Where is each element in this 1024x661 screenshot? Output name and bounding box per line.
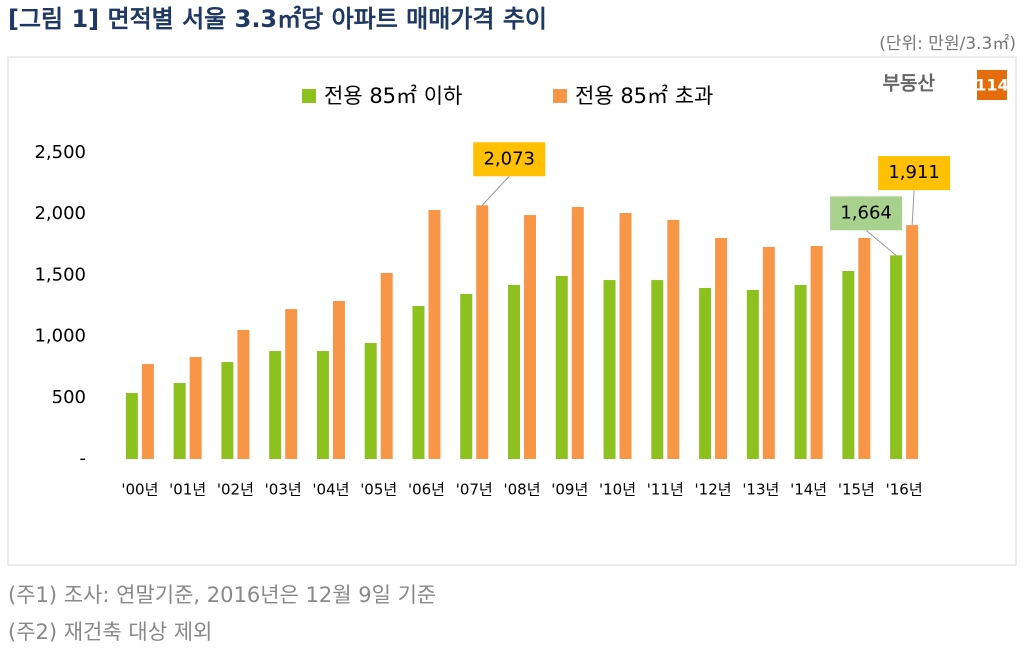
bar xyxy=(858,237,871,459)
bar xyxy=(332,300,345,459)
legend-label: 전용 85㎡ 초과 xyxy=(575,84,713,108)
value-label: 1,664 xyxy=(840,202,892,223)
chart-title: [그림 1] 면적별 서울 3.3㎡당 아파트 매매가격 추이 xyxy=(8,5,547,33)
legend-swatch xyxy=(302,89,316,103)
bar xyxy=(125,393,138,459)
bar xyxy=(651,280,664,459)
bar xyxy=(316,351,329,459)
footnote: (주2) 재건축 대상 제외 xyxy=(8,620,212,644)
x-tick-label: '07년 xyxy=(456,481,493,499)
legend-swatch xyxy=(553,89,567,103)
x-tick-label: '06년 xyxy=(408,481,445,499)
x-tick-label: '11년 xyxy=(647,481,684,499)
bar xyxy=(746,289,759,459)
bar xyxy=(221,362,234,459)
x-tick-label: '10년 xyxy=(599,481,636,499)
value-label-box xyxy=(878,156,951,191)
bar xyxy=(571,206,584,459)
logo-box xyxy=(977,70,1007,100)
bar xyxy=(555,276,568,459)
bar xyxy=(762,247,775,459)
y-tick-label: - xyxy=(80,448,87,469)
value-label: 1,911 xyxy=(888,162,940,183)
bar xyxy=(460,294,473,459)
bar xyxy=(619,212,632,459)
x-tick-label: '04년 xyxy=(312,481,349,499)
logo-number: 114 xyxy=(975,76,1008,95)
bar xyxy=(524,215,536,459)
x-tick-label: '05년 xyxy=(360,481,397,499)
x-tick-label: '01년 xyxy=(169,481,206,499)
bar xyxy=(906,225,919,459)
x-tick-label: '12년 xyxy=(695,481,732,499)
bar xyxy=(476,205,489,459)
y-tick-label: 1,500 xyxy=(34,264,86,285)
bar xyxy=(842,270,855,459)
y-tick-label: 500 xyxy=(52,387,86,408)
x-tick-label: '03년 xyxy=(265,481,302,499)
bar xyxy=(141,364,154,459)
x-tick-label: '00년 xyxy=(121,481,158,499)
callout-line xyxy=(865,229,897,256)
y-tick-label: 1,000 xyxy=(34,326,86,347)
bar xyxy=(189,357,202,459)
bar xyxy=(794,284,807,459)
bar xyxy=(428,210,441,459)
value-label-box xyxy=(830,196,903,231)
bar xyxy=(699,288,712,459)
x-tick-label: '09년 xyxy=(551,481,588,499)
bar xyxy=(667,219,680,459)
bar xyxy=(412,306,425,459)
bar xyxy=(603,280,616,459)
callout-line xyxy=(481,175,510,206)
legend-label: 전용 85㎡ 이하 xyxy=(324,84,462,108)
value-label-box xyxy=(473,142,546,177)
x-tick-label: '08년 xyxy=(503,481,540,499)
x-tick-label: '15년 xyxy=(838,481,875,499)
callout-line xyxy=(911,190,915,226)
bar xyxy=(237,329,250,459)
unit-label: (단위: 만원/3.3㎡) xyxy=(879,34,1016,54)
x-tick-label: '16년 xyxy=(886,481,923,499)
bar xyxy=(715,237,728,459)
bar xyxy=(173,382,186,459)
bar xyxy=(890,255,903,459)
value-label: 2,073 xyxy=(483,148,535,169)
bar xyxy=(380,272,393,459)
footnote: (주1) 조사: 연말기준, 2016년은 12월 9일 기준 xyxy=(8,583,436,607)
x-tick-label: '02년 xyxy=(217,481,254,499)
bar xyxy=(508,284,520,459)
x-tick-label: '13년 xyxy=(742,481,779,499)
bar xyxy=(364,342,377,459)
logo-text: 부동산 xyxy=(883,73,936,95)
bar xyxy=(285,309,298,459)
y-tick-label: 2,500 xyxy=(34,142,86,163)
bar xyxy=(269,351,282,459)
x-tick-label: '14년 xyxy=(790,481,827,499)
bar xyxy=(810,246,823,459)
y-tick-label: 2,000 xyxy=(34,203,86,224)
plot-frame xyxy=(7,56,1017,566)
